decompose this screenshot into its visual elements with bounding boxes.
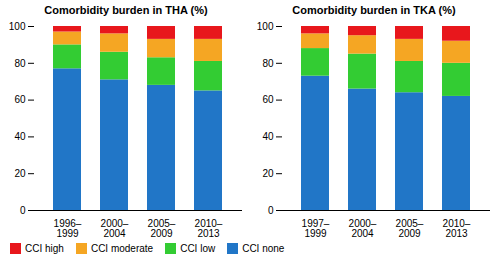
html-text:Comorbidity burden in THA (%): Comorbidity burden in THA (%) bbox=[44, 4, 208, 16]
svg-text:60: 60 bbox=[14, 94, 26, 105]
svg-text:2005–2009: 2005–2009 bbox=[148, 218, 176, 239]
svg-text:0: 0 bbox=[268, 205, 274, 216]
svg-text:40: 40 bbox=[262, 131, 274, 142]
svg-text:1997–1999: 1997–1999 bbox=[302, 218, 330, 239]
svg-text:2005–2009: 2005–2009 bbox=[396, 218, 424, 239]
html-text:CCI high: CCI high bbox=[25, 242, 64, 254]
svg-text:2010–2013: 2010–2013 bbox=[195, 218, 223, 239]
html-text:CCI low: CCI low bbox=[180, 242, 216, 254]
svg-text:100: 100 bbox=[257, 21, 274, 32]
svg-text:1996–1999: 1996–1999 bbox=[54, 218, 82, 239]
html-text:CCI moderate: CCI moderate bbox=[90, 242, 154, 254]
svg-text:2010–2013: 2010–2013 bbox=[443, 218, 471, 239]
svg-text:80: 80 bbox=[14, 58, 26, 69]
svg-text:20: 20 bbox=[262, 168, 274, 179]
svg-text:100: 100 bbox=[9, 21, 26, 32]
html-text:Comorbidity burden in TKA (%): Comorbidity burden in TKA (%) bbox=[292, 4, 456, 16]
svg-text:20: 20 bbox=[14, 168, 26, 179]
svg-text:60: 60 bbox=[262, 94, 274, 105]
svg-text:80: 80 bbox=[262, 58, 274, 69]
svg-text:2000–2004: 2000–2004 bbox=[101, 218, 129, 239]
svg-text:2000–2004: 2000–2004 bbox=[349, 218, 377, 239]
svg-text:0: 0 bbox=[20, 205, 26, 216]
svg-text:40: 40 bbox=[14, 131, 26, 142]
html-text:CCI none: CCI none bbox=[242, 242, 285, 254]
